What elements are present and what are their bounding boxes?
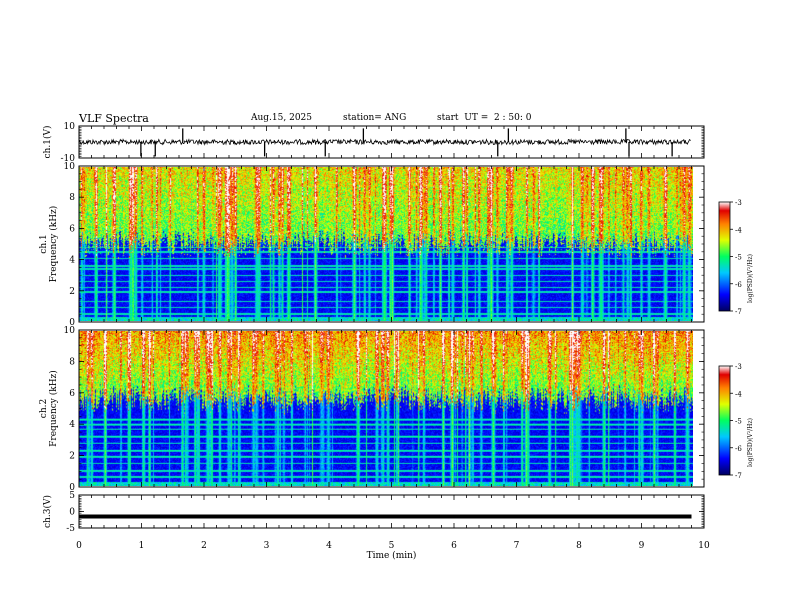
x-tick-label: 4	[326, 541, 332, 551]
ch1-spectrogram-y-tick-label: 8	[69, 193, 75, 203]
ch2-spectrogram-colorbar-tick-label: -7	[735, 472, 742, 480]
ch1-waveform-y-tick-label: 10	[64, 122, 76, 132]
x-tick-label: 5	[389, 541, 395, 551]
start-time-label: start UT = 2 : 50: 0	[437, 113, 532, 123]
ch1-waveform-ylabel: ch.1(V)	[42, 126, 53, 159]
figure-title: VLF Spectra	[79, 112, 149, 125]
ch1-spectrogram-y-tick-label: 10	[64, 162, 76, 172]
ch2-spectrogram-y-tick-label: 0	[69, 483, 75, 493]
x-tick-label: 10	[698, 541, 710, 551]
ch1-spectrogram-ylabel-prefix: ch.1	[39, 234, 49, 253]
x-axis-label: Time (min)	[367, 550, 417, 561]
ch1-spectrogram-colorbar-tick-label: -3	[735, 199, 742, 207]
ch2-spectrogram-image	[79, 331, 693, 486]
date-label: Aug.15, 2025	[251, 113, 312, 123]
ch1-spectrogram-colorbar-label: log(PSD)(V²/Hz)	[747, 254, 754, 303]
ch1-spectrogram-colorbar-tick-label: -5	[735, 254, 742, 262]
ch2-spectrogram-ylabel: Frequency (kHz)	[48, 370, 59, 447]
ch2-spectrogram-colorbar-label: log(PSD)(V²/Hz)	[747, 418, 754, 467]
ch1-spectrogram-image	[79, 167, 693, 321]
x-tick-label: 3	[264, 541, 270, 551]
ch3-waveform-y-tick-label: -5	[66, 524, 75, 534]
ch2-spectrogram-ylabel-prefix: ch.2	[39, 399, 49, 418]
ch2-spectrogram-y-tick-label: 4	[69, 420, 75, 430]
ch1-spectrogram-y-tick-label: 2	[69, 287, 75, 297]
ch2-spectrogram-y-tick-label: 10	[64, 326, 76, 336]
ch1-waveform-trace	[78, 138, 691, 146]
ch1-waveform-y-tick-label: -10	[61, 154, 76, 164]
x-tick-label: 1	[139, 541, 145, 551]
ch2-spectrogram-y-tick-label: 6	[69, 389, 75, 399]
ch1-spectrogram-y-tick-label: 0	[69, 318, 75, 328]
x-tick-label: 0	[76, 541, 82, 551]
ch2-spectrogram-y-tick-label: 8	[69, 357, 75, 367]
ch2-spectrogram-colorbar	[718, 365, 731, 476]
ch1-spectrogram-colorbar-tick-label: -4	[735, 226, 742, 234]
ch3-waveform-y-tick-label: 0	[69, 508, 75, 518]
x-tick-label: 7	[514, 541, 520, 551]
ch1-spectrogram-y-tick-label: 4	[69, 256, 75, 266]
ch1-spectrogram-colorbar-tick-label: -6	[735, 281, 742, 289]
ch3-waveform-y-tick-label: 5	[69, 491, 75, 501]
ch1-spectrogram-colorbar	[718, 201, 731, 312]
ch1-spectrogram-y-tick-label: 6	[69, 224, 75, 234]
ch1-spectrogram-colorbar-tick-label: -7	[735, 308, 742, 316]
x-tick-label: 8	[576, 541, 582, 551]
ch2-spectrogram-colorbar-tick-label: -6	[735, 445, 742, 453]
x-tick-label: 6	[451, 541, 457, 551]
station-label: station= ANG	[343, 113, 407, 123]
ch3-waveform-ylabel: ch.3(V)	[42, 495, 53, 528]
ch2-spectrogram-colorbar-tick-label: -3	[735, 363, 742, 371]
ch2-spectrogram-colorbar-tick-label: -5	[735, 418, 742, 426]
ch2-spectrogram-y-tick-label: 2	[69, 452, 75, 462]
x-tick-label: 9	[639, 541, 645, 551]
ch1-spectrogram-ylabel: Frequency (kHz)	[48, 206, 59, 283]
ch2-spectrogram-colorbar-tick-label: -4	[735, 390, 742, 398]
x-tick-label: 2	[201, 541, 207, 551]
